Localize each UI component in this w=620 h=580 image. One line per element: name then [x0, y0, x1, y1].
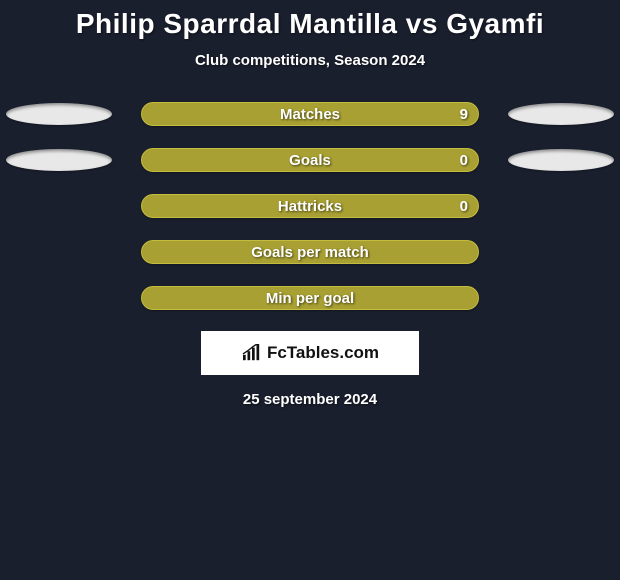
stat-label: Matches [280, 106, 340, 123]
player-right-marker [508, 149, 614, 171]
stat-bar: Goals per match [141, 240, 479, 264]
chart-icon [241, 344, 263, 362]
player-left-marker [6, 149, 112, 171]
stat-label: Min per goal [266, 290, 354, 307]
player-right-marker [508, 103, 614, 125]
branding-box: FcTables.com [201, 331, 419, 375]
stat-label: Hattricks [278, 198, 342, 215]
brand-text: FcTables.com [267, 343, 379, 363]
stat-value: 9 [460, 106, 468, 123]
stat-bar: Min per goal [141, 286, 479, 310]
stat-rows: Matches 9 Goals 0 Hattricks 0 Goals per match M… [0, 101, 620, 311]
stat-label: Goals per match [251, 244, 369, 261]
page-title: Philip Sparrdal Mantilla vs Gyamfi [0, 8, 620, 40]
stat-row: Goals per match [0, 239, 620, 265]
stat-row: Min per goal [0, 285, 620, 311]
stat-value: 0 [460, 152, 468, 169]
comparison-widget: Philip Sparrdal Mantilla vs Gyamfi Club … [0, 0, 620, 408]
stat-row: Matches 9 [0, 101, 620, 127]
stat-value: 0 [460, 198, 468, 215]
subtitle: Club competitions, Season 2024 [0, 52, 620, 69]
stat-bar: Goals 0 [141, 148, 479, 172]
stat-row: Hattricks 0 [0, 193, 620, 219]
stat-label: Goals [289, 152, 331, 169]
date-text: 25 september 2024 [0, 391, 620, 408]
stat-row: Goals 0 [0, 147, 620, 173]
stat-bar: Matches 9 [141, 102, 479, 126]
stat-bar: Hattricks 0 [141, 194, 479, 218]
player-left-marker [6, 103, 112, 125]
